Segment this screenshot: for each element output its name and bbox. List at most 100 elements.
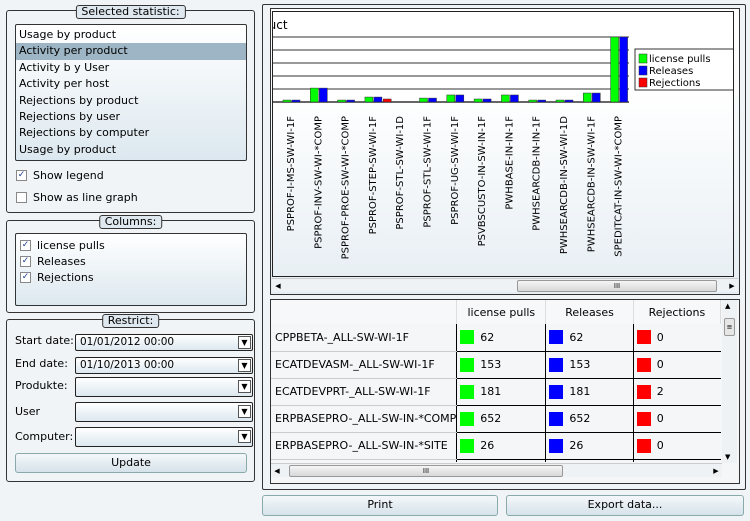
statistic-item[interactable]: Rejections by user bbox=[19, 109, 121, 123]
table-row[interactable]: ECATDEVPRT-_ALL-SW-WI-1F 181 181 2 bbox=[271, 378, 721, 406]
bar-releases bbox=[455, 94, 465, 103]
scrollbar-thumb[interactable]: ≡ bbox=[724, 318, 735, 336]
x-tick-label: PSPROF-I-MS-SW-WI-1F bbox=[286, 116, 297, 232]
product-select[interactable]: ▼ bbox=[75, 377, 253, 397]
bar-license-pulls bbox=[310, 87, 319, 103]
column-releases[interactable]: ✓ Releases bbox=[20, 253, 250, 269]
product-label: Produkte: bbox=[15, 379, 68, 392]
statistic-item[interactable]: Rejections by computer bbox=[19, 126, 150, 140]
header-rejections[interactable]: Rejections bbox=[633, 300, 721, 324]
table-horizontal-scrollbar[interactable]: ◀ III ▶ bbox=[271, 463, 722, 477]
column-label: Releases bbox=[37, 254, 86, 268]
chart-panel: duct PSPROF-I-MS-SW-WI-1F PSPROF-INV-SW-WI… bbox=[270, 8, 740, 295]
line-graph-checkbox[interactable]: Show as line graph bbox=[16, 191, 138, 204]
license-pulls-cell bbox=[456, 459, 546, 462]
checkbox-icon bbox=[16, 192, 27, 203]
export-data-button[interactable]: Export data... bbox=[506, 495, 744, 516]
chart-legend bbox=[634, 48, 733, 91]
table-row[interactable]: CPPBETA-_ALL-SW-WI-1F 62 62 0 bbox=[271, 324, 721, 352]
x-tick-label: PSPROF-PROE-SW-WI-*COMP bbox=[341, 116, 352, 259]
bar-license-pulls bbox=[446, 94, 456, 103]
header-name[interactable] bbox=[271, 300, 458, 324]
user-label: User bbox=[15, 405, 41, 418]
scroll-down-icon[interactable]: ▼ bbox=[725, 453, 731, 461]
dropdown-arrow-icon[interactable]: ▼ bbox=[238, 430, 251, 443]
table-vertical-scrollbar[interactable]: ▲ ≡ ▼ bbox=[722, 300, 737, 463]
header-releases[interactable]: Releases bbox=[545, 300, 634, 324]
scroll-right-icon[interactable]: ▶ bbox=[729, 282, 735, 290]
user-select[interactable]: ▼ bbox=[75, 402, 253, 422]
start-date-label: Start date: bbox=[15, 334, 74, 347]
bar-license-pulls bbox=[501, 94, 510, 103]
statistic-item[interactable]: Usage by product bbox=[19, 28, 117, 41]
restrict-group: Restrict: Start date: 01/01/2012 00:00 ▼ … bbox=[6, 314, 255, 482]
license-pulls-cell: 153 bbox=[456, 351, 546, 379]
license-pulls-cell: 26 bbox=[456, 432, 546, 460]
scroll-right-icon[interactable]: ▶ bbox=[713, 467, 719, 475]
dropdown-arrow-icon[interactable]: ▼ bbox=[238, 380, 251, 393]
computer-select[interactable]: ▼ bbox=[75, 427, 253, 447]
product-name-cell: ERPBASEPRO-_ALL-SW-IN-*COMP bbox=[271, 405, 457, 433]
releases-cell bbox=[545, 459, 634, 462]
dropdown-arrow-icon[interactable]: ▼ bbox=[238, 359, 251, 372]
legend-swatch-releases bbox=[638, 65, 648, 76]
end-date-label: End date: bbox=[15, 357, 68, 370]
statistic-item[interactable]: Activity per product bbox=[16, 43, 246, 60]
print-button[interactable]: Print bbox=[262, 495, 498, 516]
column-license-pulls[interactable]: ✓ license pulls bbox=[20, 237, 250, 253]
statistic-list[interactable]: Usage by product Activity per product Acti… bbox=[15, 24, 247, 161]
statistic-item[interactable]: Activity per host bbox=[19, 77, 110, 91]
scroll-left-icon[interactable]: ◀ bbox=[274, 467, 280, 475]
show-legend-label: Show legend bbox=[33, 169, 104, 182]
scrollbar-thumb[interactable]: III bbox=[289, 465, 563, 477]
legend-label: Rejections bbox=[649, 78, 700, 89]
releases-cell: 181 bbox=[545, 378, 634, 406]
value: 0 bbox=[656, 439, 664, 452]
x-tick-label: PSPROF-STL-SW-WI-1D bbox=[395, 116, 406, 230]
bar-license-pulls bbox=[337, 99, 346, 103]
chart-horizontal-scrollbar[interactable]: ◀ III ▶ bbox=[272, 278, 738, 292]
chart-canvas: duct PSPROF-I-MS-SW-WI-1F PSPROF-INV-SW-WI… bbox=[272, 11, 734, 277]
rejections-cell: 0 bbox=[632, 351, 721, 379]
bar-rejections bbox=[382, 98, 392, 103]
show-legend-checkbox[interactable]: ✓ Show legend bbox=[16, 169, 104, 182]
x-tick-label: PSPROF-STEP-SW-WI-1F bbox=[368, 116, 379, 235]
scroll-up-icon[interactable]: ▲ bbox=[725, 302, 731, 310]
scroll-left-icon[interactable]: ◀ bbox=[275, 282, 281, 290]
statistic-item[interactable]: Activity b y User bbox=[19, 60, 110, 74]
checkbox-icon: ✓ bbox=[20, 271, 31, 283]
value: 652 bbox=[480, 412, 502, 425]
dropdown-arrow-icon[interactable]: ▼ bbox=[238, 405, 251, 418]
color-swatch-icon bbox=[636, 438, 651, 453]
column-rejections[interactable]: ✓ Rejections bbox=[20, 269, 250, 285]
table-row[interactable]: ERPBASEPRO-_ALL-SW-IN-*SITE 26 26 0 bbox=[271, 432, 721, 460]
table-row[interactable]: ECATDEVASM-_ALL-SW-WI-1F 153 153 0 bbox=[271, 351, 721, 379]
scrollbar-thumb[interactable]: III bbox=[517, 280, 717, 292]
bar-license-pulls bbox=[583, 92, 592, 103]
dropdown-arrow-icon[interactable]: ▼ bbox=[238, 336, 251, 349]
table-row-partial[interactable] bbox=[271, 459, 721, 462]
header-license-pulls[interactable]: license pulls bbox=[456, 300, 547, 324]
data-table: license pulls Releases Rejections CPPBET… bbox=[271, 300, 721, 462]
statistic-item[interactable]: Rejections by product bbox=[19, 93, 139, 107]
column-label: license pulls bbox=[37, 238, 105, 252]
bar-releases bbox=[428, 97, 437, 103]
color-swatch-icon bbox=[636, 384, 651, 399]
table-row[interactable]: ERPBASEPRO-_ALL-SW-IN-*COMP 652 652 0 bbox=[271, 405, 721, 433]
statistic-item[interactable]: Usage by product bbox=[19, 142, 117, 156]
value: 0 bbox=[656, 412, 664, 425]
bar-license-pulls bbox=[364, 96, 374, 103]
x-tick-label: PWHSEARCDB-IN-SW-WI-1F bbox=[586, 116, 597, 252]
computer-label: Computer: bbox=[15, 430, 74, 443]
checkbox-icon: ✓ bbox=[16, 170, 27, 181]
update-button[interactable]: Update bbox=[15, 453, 247, 473]
start-date-field[interactable]: 01/01/2012 00:00 ▼ bbox=[75, 334, 253, 351]
bar-chart: duct PSPROF-I-MS-SW-WI-1F PSPROF-INV-SW-WI… bbox=[273, 18, 733, 259]
line-graph-label: Show as line graph bbox=[33, 191, 138, 204]
color-swatch-icon bbox=[460, 411, 475, 426]
rejections-cell: 0 bbox=[632, 324, 721, 352]
selected-statistic-group: Selected statistic: Usage by product Acti… bbox=[6, 5, 255, 213]
end-date-field[interactable]: 01/10/2013 00:00 ▼ bbox=[75, 357, 253, 374]
x-tick-label: PWHSEARCDB-IN-IN-1F bbox=[532, 116, 543, 231]
x-tick-label: PSVBSCUSTO-IN-SW-IN-1F bbox=[477, 116, 488, 247]
